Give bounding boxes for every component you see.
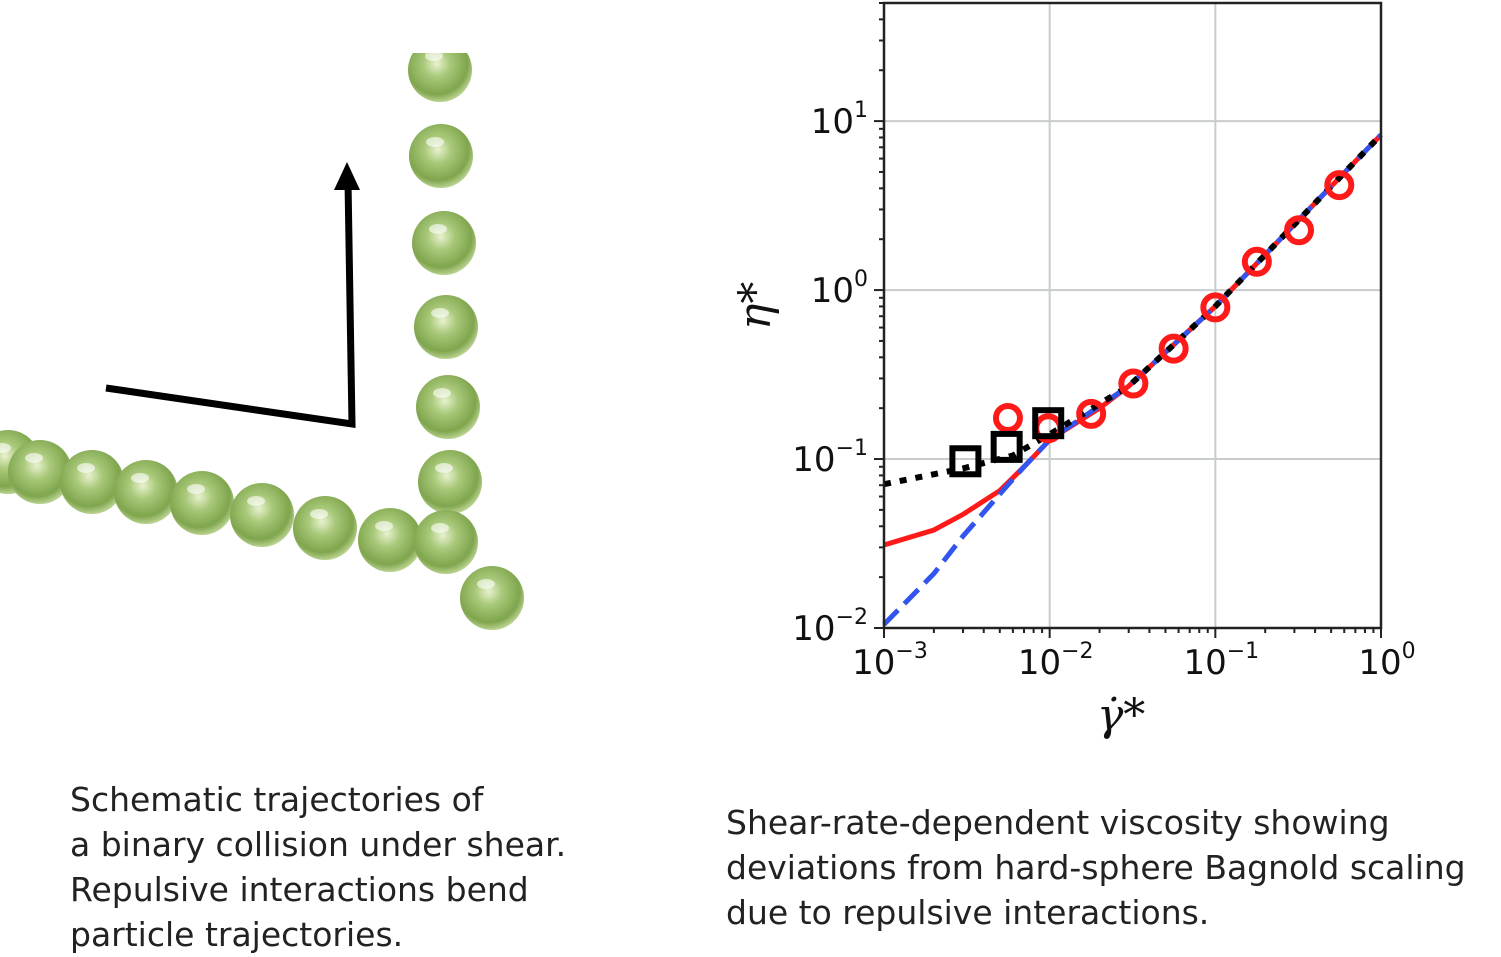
particle-sphere <box>170 471 234 535</box>
x-tick-labels: 10−3 10−2 10−1 100 <box>852 639 1415 683</box>
dashed-curve <box>882 133 1383 627</box>
caption-line: particle trajectories. <box>70 915 404 954</box>
sphere-highlight <box>431 308 449 318</box>
series-lines <box>882 132 1384 627</box>
sphere-highlight <box>433 388 451 398</box>
x-axis-label: γ̇* <box>1097 690 1145 741</box>
caption-left: Schematic trajectories of a binary colli… <box>70 777 566 957</box>
sphere-highlight <box>310 509 328 519</box>
sphere-highlight <box>247 496 265 506</box>
caption-line: a binary collision under shear. <box>70 825 567 864</box>
sphere-highlight <box>0 443 11 453</box>
circle-marker <box>1200 292 1231 323</box>
sphere-highlight <box>375 521 393 531</box>
caption-line: Schematic trajectories of <box>70 780 484 819</box>
particle-sphere <box>414 510 478 574</box>
y-tick-label: 10−2 <box>792 605 868 649</box>
axes <box>874 1 1383 638</box>
circle-marker <box>1158 333 1189 364</box>
x-tick-label: 10−1 <box>1183 639 1259 683</box>
solid-curve <box>883 133 1383 548</box>
sphere-highlight <box>77 463 95 473</box>
y-tick-label: 10−1 <box>792 436 868 480</box>
particle-sphere <box>409 124 473 188</box>
particle-sphere <box>230 483 294 547</box>
square-marker <box>949 445 982 478</box>
particle-sphere <box>8 440 72 504</box>
particle-sphere <box>60 450 124 514</box>
particle-sphere <box>460 566 524 630</box>
x-tick-label: 100 <box>1358 639 1415 683</box>
sphere-highlight <box>187 484 205 494</box>
caption-line: Shear-rate-dependent viscosity showing <box>726 803 1390 842</box>
caption-right: Shear-rate-dependent viscosity showing d… <box>726 800 1466 935</box>
x-tick-label: 10−3 <box>852 639 928 683</box>
y-tick-label: 100 <box>811 267 868 311</box>
sphere-highlight <box>25 453 43 463</box>
circle-marker <box>1076 398 1107 429</box>
sphere-highlight <box>431 523 449 533</box>
grid <box>883 3 1382 629</box>
particle-sphere <box>414 295 478 359</box>
square-marker <box>1032 407 1065 440</box>
caption-line: deviations from hard-sphere Bagnold scal… <box>726 848 1466 887</box>
sphere-highlight <box>131 473 149 483</box>
particle-sphere <box>418 450 482 514</box>
sphere-highlight <box>425 53 443 61</box>
particle-sphere <box>358 508 422 572</box>
x-tick-label: 10−2 <box>1018 639 1094 683</box>
circle-marker <box>1284 215 1315 246</box>
particle-sphere <box>416 375 480 439</box>
square-marker <box>990 430 1023 463</box>
circle-marker <box>1118 368 1149 399</box>
caption-line: due to repulsive interactions. <box>726 893 1210 932</box>
dotted-curve <box>883 132 1384 488</box>
y-tick-labels: 10−2 10−1 100 101 <box>792 98 868 649</box>
series-markers <box>949 170 1355 478</box>
y-axis-label: η* <box>730 282 781 330</box>
particle-sphere <box>114 460 178 524</box>
particle-spheres <box>0 53 524 630</box>
sphere-highlight <box>477 579 495 589</box>
plot-frame <box>882 1 1383 630</box>
y-tick-label: 101 <box>811 98 868 142</box>
circle-marker <box>1241 246 1272 277</box>
sphere-highlight <box>429 224 447 234</box>
particle-sphere <box>293 496 357 560</box>
trajectory-arrow <box>105 162 360 429</box>
particle-sphere <box>408 53 472 102</box>
arrow-head-icon <box>334 162 360 190</box>
caption-line: Repulsive interactions bend <box>70 870 529 909</box>
sphere-highlight <box>426 137 444 147</box>
collision-schematic <box>0 53 524 630</box>
circle-marker <box>1324 170 1355 201</box>
circle-marker <box>992 402 1023 433</box>
sphere-highlight <box>435 463 453 473</box>
particle-sphere <box>412 211 476 275</box>
